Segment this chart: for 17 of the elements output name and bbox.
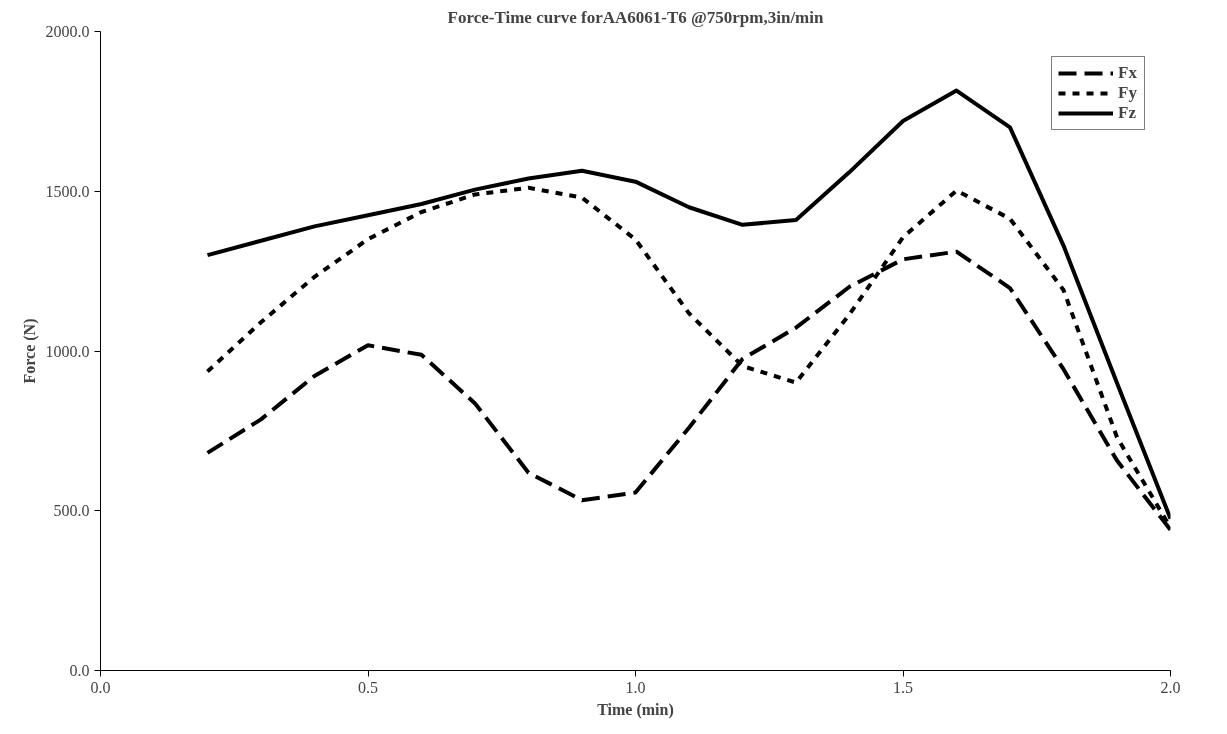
x-tick-label: 2.0 (1160, 678, 1181, 696)
chart-title: Force-Time curve forAA6061-T6 @750rpm,3in/min (447, 7, 824, 27)
x-tick-label: 0.0 (90, 678, 111, 696)
y-axis-title: Force (N) (20, 318, 39, 384)
x-tick-label: 1.5 (893, 678, 913, 696)
x-tick-label: 0.5 (358, 678, 378, 696)
y-tick-label: 1500.0 (45, 182, 90, 200)
x-tick-label: 1.0 (625, 678, 646, 696)
line-series (205, 88, 1171, 521)
legend-label: Fz (1118, 103, 1137, 123)
y-tick-label: 1000.0 (45, 342, 90, 360)
legend-label: Fx (1118, 63, 1138, 83)
y-tick-label: 2000.0 (45, 23, 90, 40)
y-tick-label: 0.0 (69, 662, 90, 679)
x-axis-title: Time (min) (597, 700, 674, 719)
legend-label: Fy (1118, 83, 1138, 103)
y-tick-label: 500.0 (53, 502, 90, 520)
